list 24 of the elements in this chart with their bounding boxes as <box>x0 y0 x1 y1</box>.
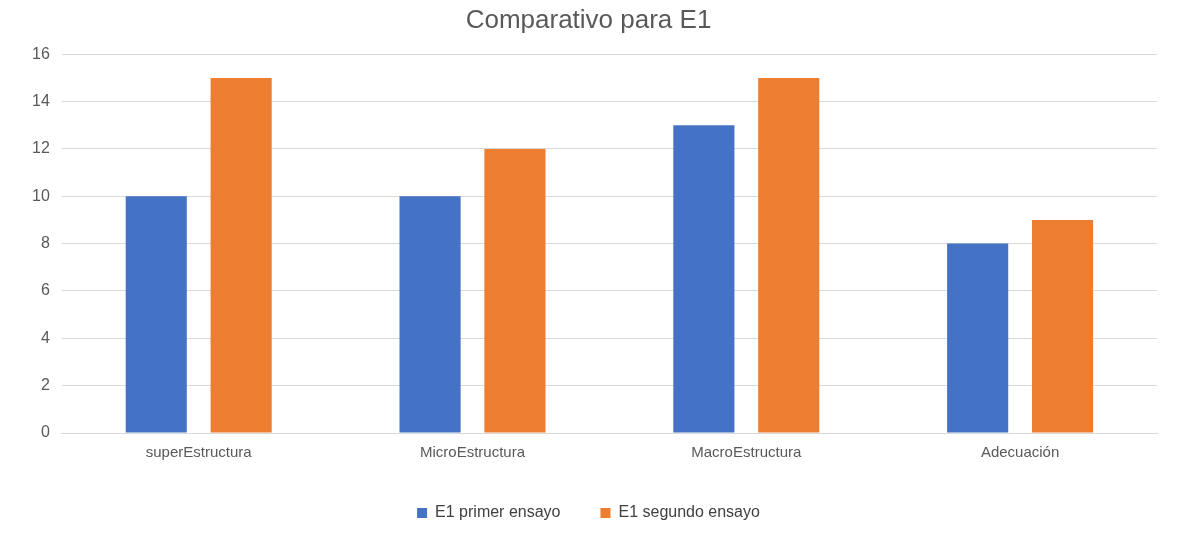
bar <box>758 77 820 433</box>
y-tick-label: 8 <box>40 234 50 252</box>
x-tick-label: MacroEstructura <box>691 443 802 461</box>
bar <box>210 77 272 433</box>
bar <box>947 243 1009 433</box>
x-tick-label: Adecuación <box>980 443 1060 461</box>
x-tick-label: MicroEstructura <box>419 443 526 461</box>
y-tick-label: 0 <box>40 423 50 441</box>
y-tick-label: 2 <box>40 376 50 394</box>
x-tick-label: superEstructura <box>145 443 253 461</box>
bar <box>673 125 735 433</box>
y-tick-label: 12 <box>32 139 50 157</box>
bar <box>1031 219 1094 433</box>
bar <box>484 148 546 433</box>
bar <box>399 196 461 433</box>
y-tick-label: 6 <box>40 281 50 299</box>
y-tick-label: 10 <box>32 186 50 204</box>
legend-label: E1 primer ensayo <box>435 503 561 521</box>
y-tick-label: 14 <box>32 91 50 109</box>
legend-label: E1 segundo ensayo <box>618 503 761 521</box>
y-tick-label: 4 <box>40 328 50 346</box>
y-tick-label: 16 <box>32 44 50 62</box>
bar <box>125 196 187 433</box>
chart-title: Comparativo para E1 <box>465 3 712 34</box>
